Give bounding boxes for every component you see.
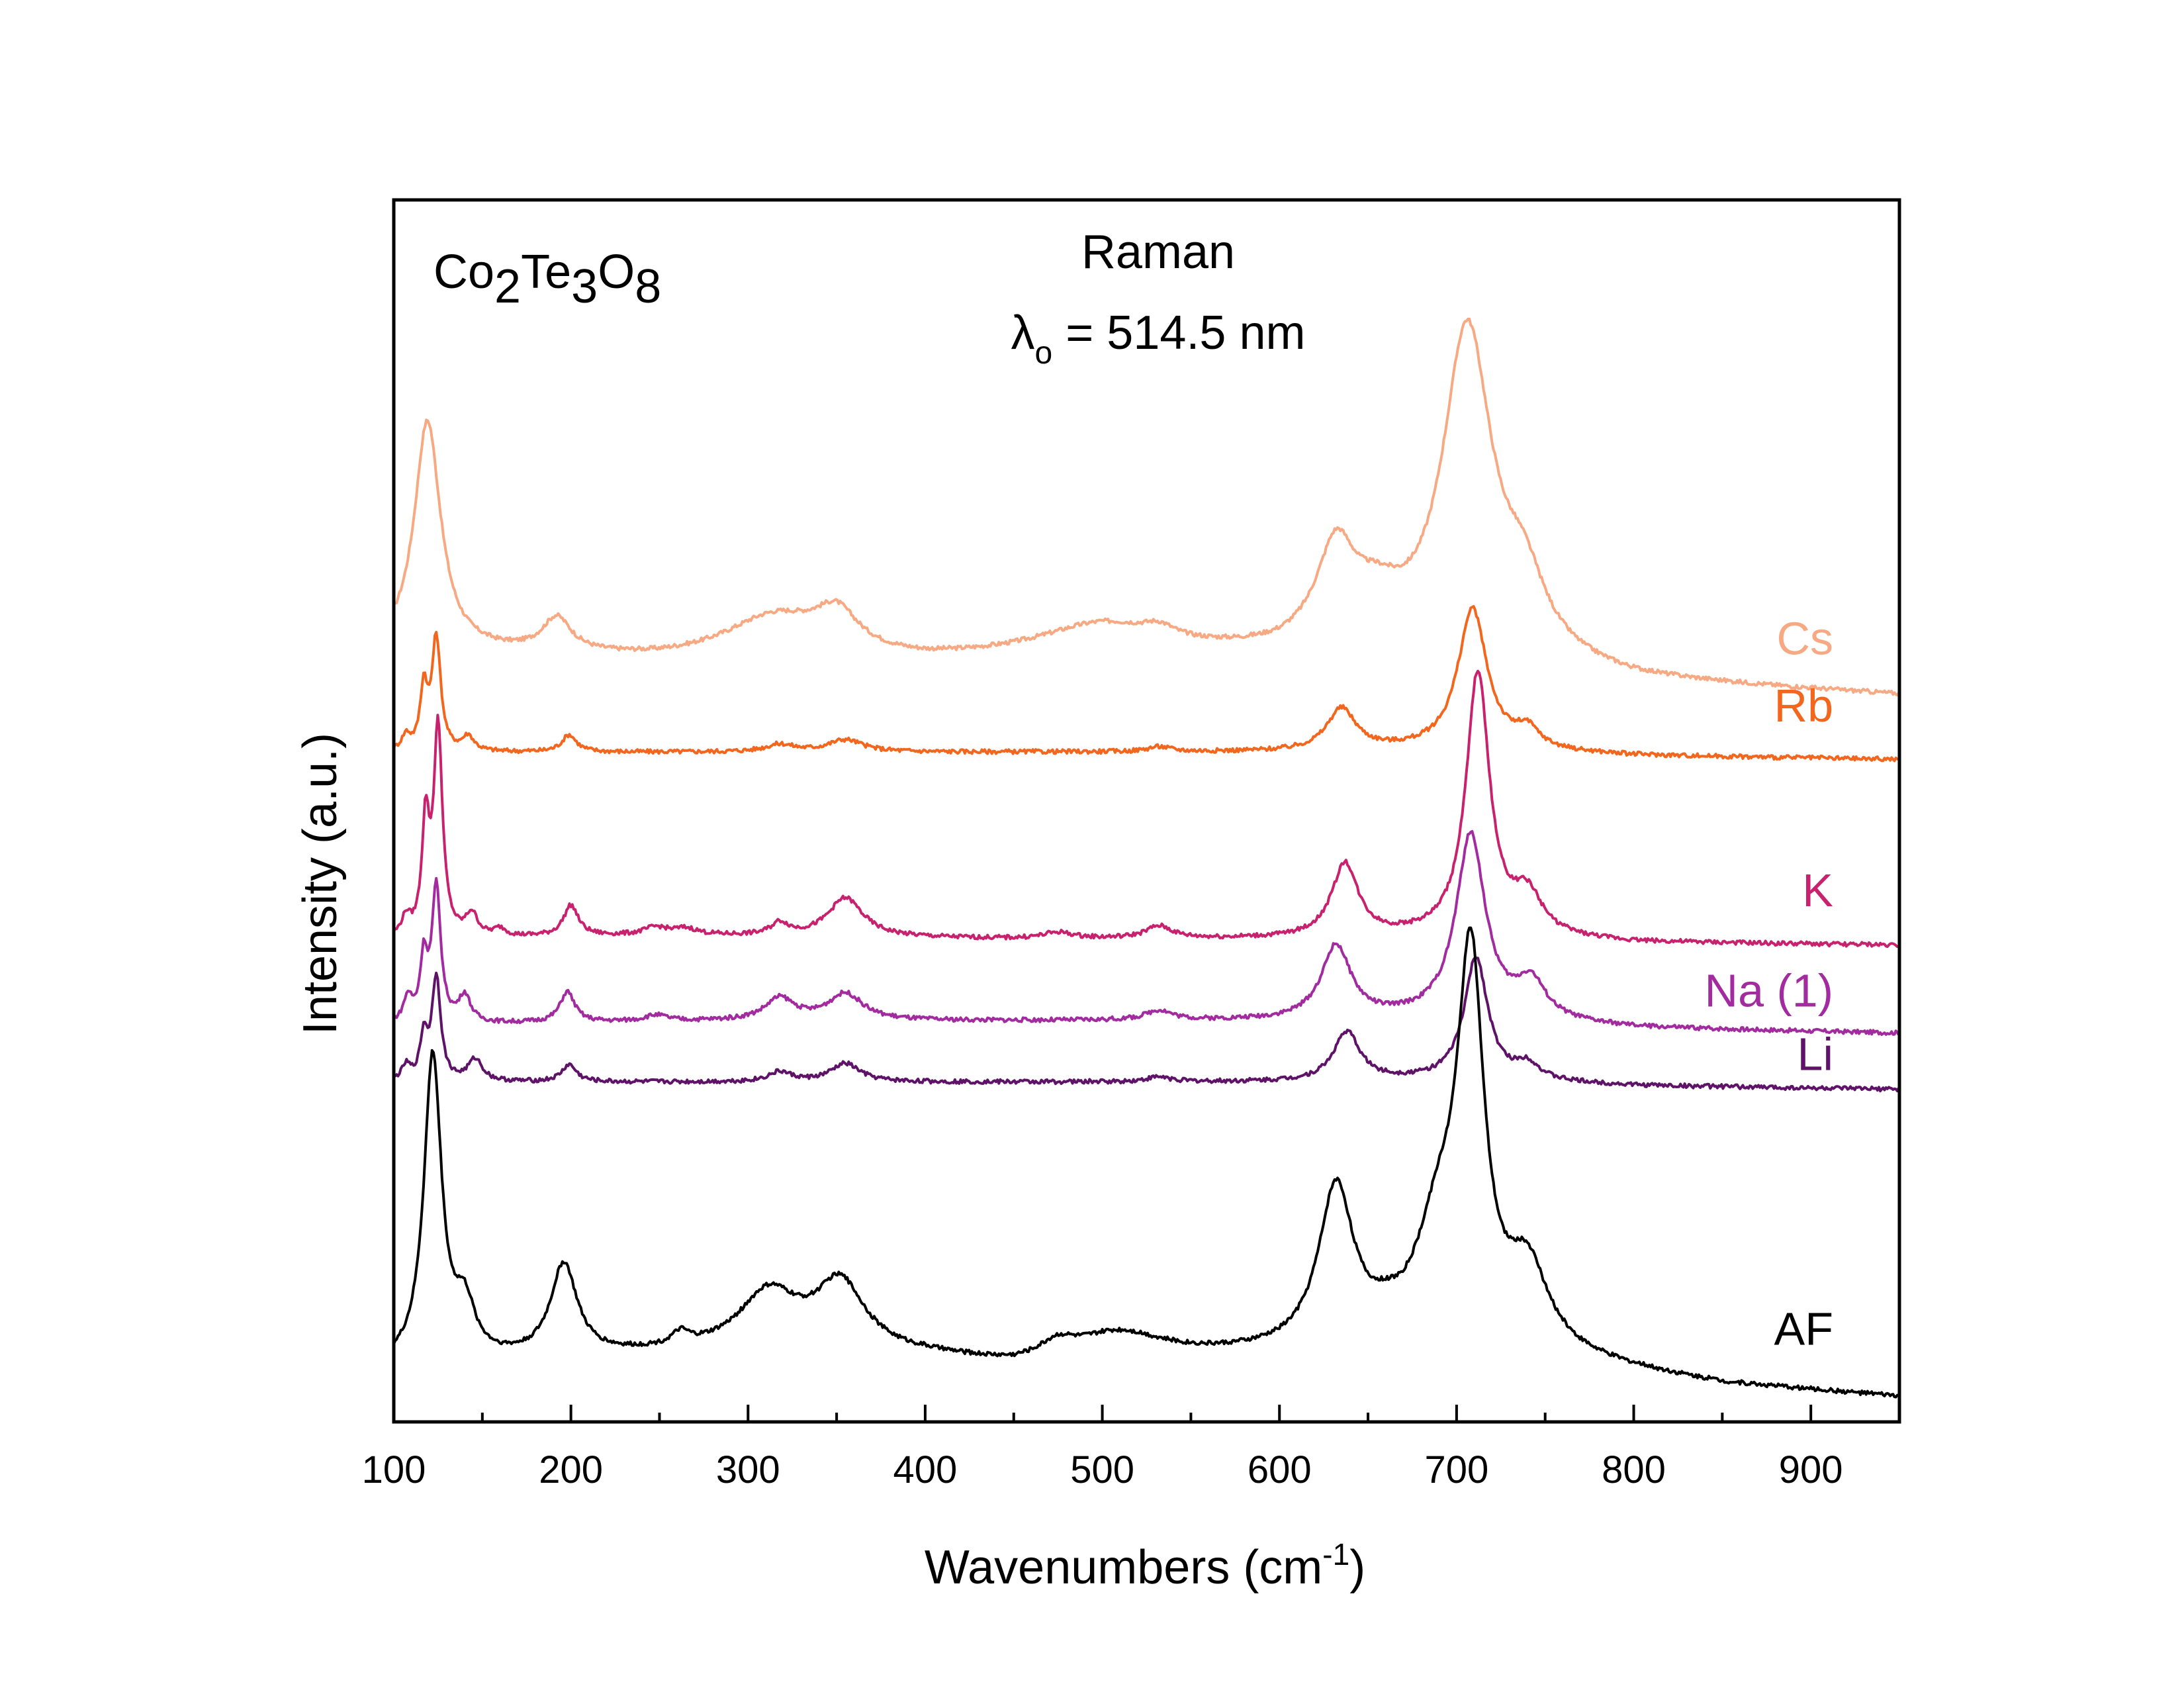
series-line-rb xyxy=(392,605,1899,763)
plot-frame xyxy=(392,198,1901,1424)
compound-text: Co xyxy=(433,246,494,299)
series-line-k xyxy=(392,669,1899,949)
series-layer xyxy=(392,317,1900,1399)
method-annotation: Raman xyxy=(1081,226,1235,279)
series-line-cs xyxy=(392,317,1900,697)
series-label-na-1: Na (1) xyxy=(1705,964,1833,1016)
x-tick-label: 100 xyxy=(362,1448,426,1491)
compound-text: Te xyxy=(521,246,571,299)
compound-subscript: 2 xyxy=(494,260,521,313)
x-axis-title-end: ) xyxy=(1349,1541,1365,1594)
x-axis-ticks: 100 200 300 400 500 600 700 800 900 xyxy=(362,1405,1843,1491)
series-line-li xyxy=(393,956,1900,1093)
wavelength-annotation: λo = 514.5 nm xyxy=(1011,306,1306,371)
wavelength-subscript: o xyxy=(1035,336,1053,371)
wavelength-value: = 514.5 nm xyxy=(1052,306,1305,359)
x-tick-label: 600 xyxy=(1248,1448,1312,1491)
compound-subscript: 8 xyxy=(635,260,661,313)
x-tick-label: 500 xyxy=(1070,1448,1134,1491)
x-tick-label: 700 xyxy=(1424,1448,1488,1491)
series-label-af: AF xyxy=(1774,1303,1833,1355)
series-label-cs: Cs xyxy=(1776,613,1833,665)
compound-text: O xyxy=(598,246,635,299)
x-tick-label: 800 xyxy=(1602,1448,1666,1491)
y-axis-title: Intensity (a.u.) xyxy=(294,733,347,1035)
compound-annotation: Co2Te3O8 xyxy=(433,246,661,313)
series-label-k: K xyxy=(1802,865,1833,916)
compound-subscript: 3 xyxy=(571,260,598,313)
x-tick-label: 200 xyxy=(539,1448,603,1491)
x-axis-title-main: Wavenumbers (cm xyxy=(925,1541,1322,1594)
series-label-rb: Rb xyxy=(1774,680,1833,731)
x-tick-label: 900 xyxy=(1779,1448,1843,1491)
series-line-af xyxy=(392,926,1899,1399)
series-line-na-1 xyxy=(392,829,1900,1036)
x-axis-title: Wavenumbers (cm-1) xyxy=(925,1537,1365,1594)
series-label-li: Li xyxy=(1797,1028,1833,1080)
wavelength-symbol: λ xyxy=(1011,306,1035,359)
x-tick-label: 400 xyxy=(893,1448,958,1491)
x-axis-title-sup: -1 xyxy=(1322,1537,1349,1571)
x-tick-label: 300 xyxy=(716,1448,780,1491)
series-labels: Cs Rb K Na (1) Li AF xyxy=(1705,613,1833,1355)
